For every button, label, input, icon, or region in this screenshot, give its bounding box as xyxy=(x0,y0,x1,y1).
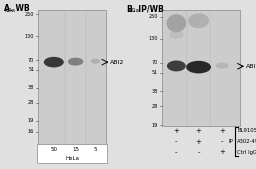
Text: -: - xyxy=(175,139,178,145)
Text: 15: 15 xyxy=(72,147,79,152)
Text: kDa: kDa xyxy=(5,8,16,13)
Ellipse shape xyxy=(186,61,211,73)
Text: IP: IP xyxy=(229,139,234,144)
Text: 28: 28 xyxy=(152,104,158,108)
Text: -: - xyxy=(221,139,223,145)
Text: +: + xyxy=(196,128,201,134)
Text: -: - xyxy=(175,149,178,155)
Text: +: + xyxy=(219,149,225,155)
Text: 16: 16 xyxy=(28,129,34,134)
Text: 50: 50 xyxy=(50,147,57,152)
Ellipse shape xyxy=(167,14,186,32)
Text: A. WB: A. WB xyxy=(4,4,29,13)
Ellipse shape xyxy=(91,59,100,64)
Text: Ctrl IgG: Ctrl IgG xyxy=(237,150,256,155)
Text: 51: 51 xyxy=(152,70,158,75)
Text: 70: 70 xyxy=(152,61,158,65)
Text: 51: 51 xyxy=(28,67,34,72)
Text: 70: 70 xyxy=(28,58,34,63)
Text: 130: 130 xyxy=(148,37,158,41)
Text: kDa: kDa xyxy=(128,8,139,13)
Text: 5: 5 xyxy=(94,147,97,152)
Text: 38: 38 xyxy=(28,85,34,90)
Text: 250: 250 xyxy=(25,12,34,17)
Text: ABI2: ABI2 xyxy=(246,64,256,69)
Text: 130: 130 xyxy=(25,34,34,39)
Bar xyxy=(37,144,107,163)
Ellipse shape xyxy=(167,61,186,71)
Text: -: - xyxy=(197,149,200,155)
Ellipse shape xyxy=(216,63,229,69)
Ellipse shape xyxy=(169,31,184,39)
Text: +: + xyxy=(196,139,201,145)
Text: +: + xyxy=(173,128,179,134)
Ellipse shape xyxy=(188,13,209,28)
Text: +: + xyxy=(219,128,225,134)
Text: 38: 38 xyxy=(152,89,158,94)
Text: 19: 19 xyxy=(28,118,34,123)
Text: 19: 19 xyxy=(152,123,158,128)
Text: ABI2: ABI2 xyxy=(110,60,124,65)
Text: 28: 28 xyxy=(28,100,34,105)
Bar xyxy=(162,10,240,126)
Text: BL9105: BL9105 xyxy=(237,128,256,133)
Ellipse shape xyxy=(68,58,83,66)
Bar xyxy=(38,10,106,146)
Text: 250: 250 xyxy=(148,14,158,19)
Text: HeLa: HeLa xyxy=(65,156,79,161)
Ellipse shape xyxy=(44,57,64,67)
Text: A302-499A: A302-499A xyxy=(237,139,256,144)
Text: B. IP/WB: B. IP/WB xyxy=(127,4,164,13)
